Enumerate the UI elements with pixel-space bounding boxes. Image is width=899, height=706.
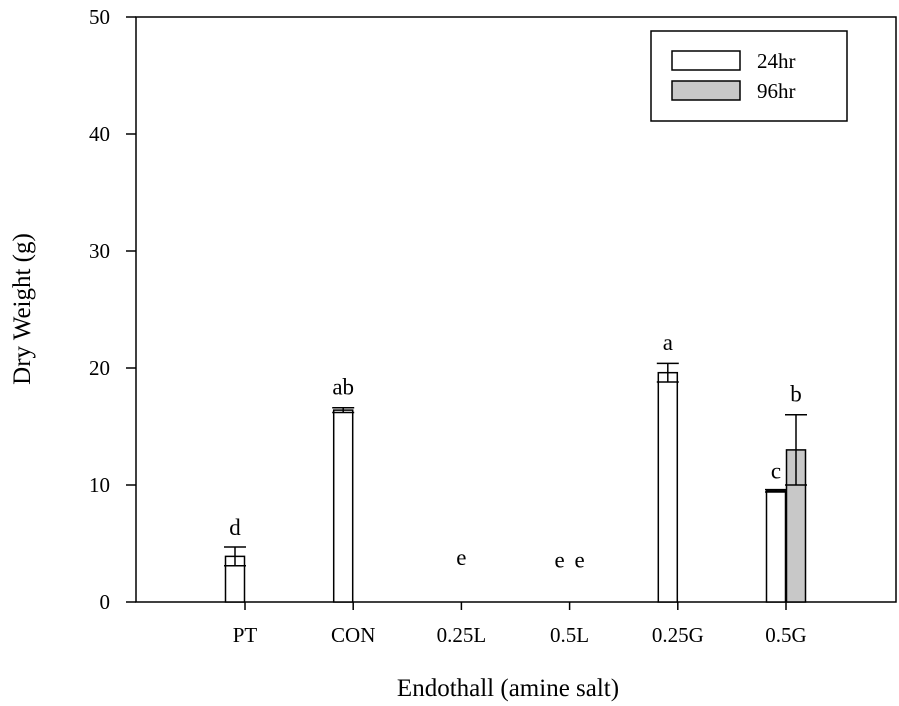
legend: 24hr 96hr (650, 30, 848, 122)
x-tick-label: 0.25G (652, 623, 704, 647)
x-tick-label: PT (233, 623, 258, 647)
y-axis-title: Dry Weight (g) (9, 233, 36, 385)
significance-letter: ab (332, 374, 354, 399)
significance-letter: e (456, 545, 466, 570)
legend-swatch-96hr (671, 80, 741, 101)
y-tick-label: 20 (89, 356, 110, 380)
x-tick-label: 0.5G (765, 623, 806, 647)
legend-swatch-24hr (671, 50, 741, 71)
significance-letter: b (790, 381, 802, 406)
axes: 0 10 20 30 40 50 PT CON 0.25L 0.5L 0.25G 0.5G (89, 5, 897, 647)
bars (224, 362, 807, 603)
significance-letter: e (554, 548, 564, 573)
bar-24hr-CON (332, 409, 354, 603)
bar-24hr-0.5G (765, 490, 787, 603)
legend-label-96hr: 96hr (757, 79, 796, 103)
legend-box (650, 30, 848, 122)
significance-letter: a (663, 330, 673, 355)
y-tick-label: 30 (89, 239, 110, 263)
x-tick-label: 0.5L (550, 623, 589, 647)
y-tick-label: 40 (89, 122, 110, 146)
x-axis-title: Endothall (amine salt) (397, 675, 619, 702)
plot-frame (135, 16, 897, 603)
x-tick-label: CON (331, 623, 375, 647)
significance-letter: d (229, 515, 241, 540)
significance-letter: e (574, 548, 584, 573)
y-tick-label: 0 (100, 590, 111, 614)
y-tick-label: 10 (89, 473, 110, 497)
y-tick-label: 50 (89, 5, 110, 29)
significance-letter: c (771, 459, 781, 484)
legend-label-24hr: 24hr (757, 49, 796, 73)
bar-24hr-0.25G (657, 371, 679, 603)
x-tick-label: 0.25L (437, 623, 487, 647)
